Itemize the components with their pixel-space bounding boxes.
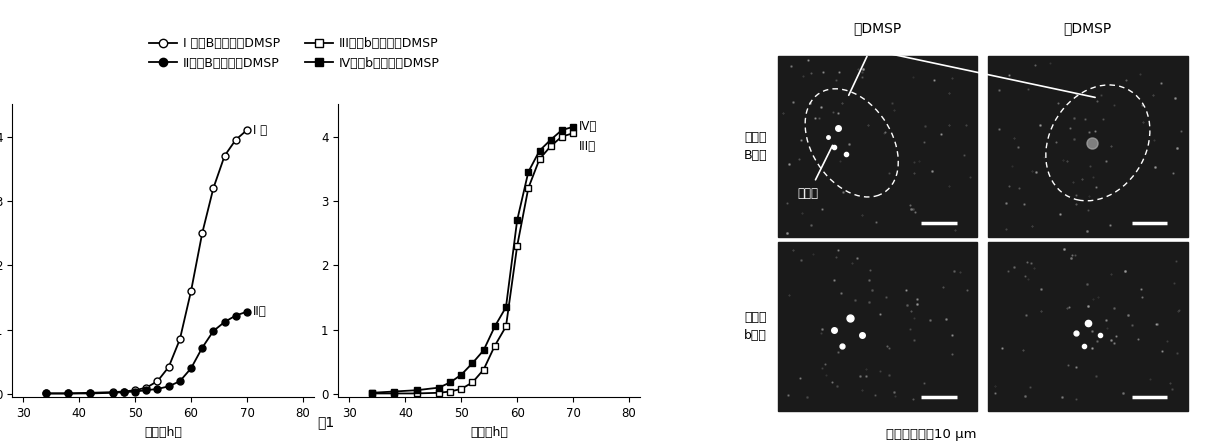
Bar — [778, 56, 978, 238]
Bar — [989, 56, 1187, 238]
Text: 食物泡: 食物泡 — [797, 186, 819, 199]
Bar — [778, 242, 978, 411]
Text: IV组: IV组 — [578, 120, 597, 134]
X-axis label: 时间（h）: 时间（h） — [144, 425, 181, 439]
Text: I 组: I 组 — [253, 124, 266, 137]
Bar — [989, 242, 1187, 411]
Text: 注：白线表礱10 μm: 注：白线表礱10 μm — [886, 428, 976, 441]
X-axis label: 时间（h）: 时间（h） — [471, 425, 508, 439]
Text: II组: II组 — [253, 305, 266, 318]
Text: 野生型
B菌株: 野生型 B菌株 — [743, 131, 767, 162]
Text: 缺陷型
b菌株: 缺陷型 b菌株 — [744, 311, 767, 342]
Text: 图1: 图1 — [317, 415, 335, 429]
Text: III组: III组 — [578, 140, 595, 153]
Text: 纤毛虫边缘轮廓: 纤毛虫边缘轮廓 — [854, 39, 904, 52]
Text: 有DMSP: 有DMSP — [1064, 21, 1112, 35]
Text: 无DMSP: 无DMSP — [853, 21, 901, 35]
Legend: I 组：B菌株、无DMSP, II组：B菌株、有DMSP, III组：b菌株、无DMSP, IV组：b菌株、有DMSP: I 组：B菌株、无DMSP, II组：B菌株、有DMSP, III组：b菌株、无… — [150, 37, 440, 69]
